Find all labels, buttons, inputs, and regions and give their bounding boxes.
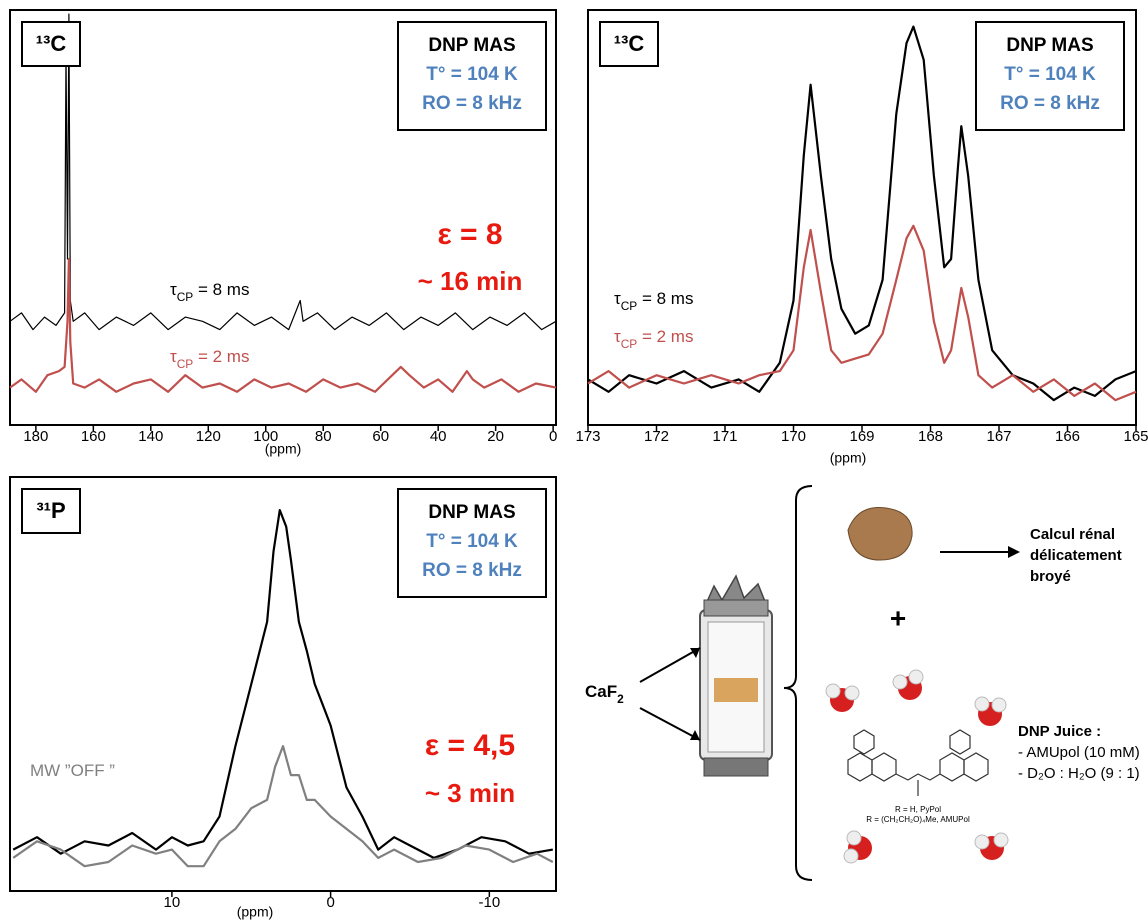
spectrum	[587, 224, 1137, 402]
juice-text: - AMUpol (10 mM)	[1018, 744, 1140, 761]
info-text: DNP MAS	[428, 35, 515, 56]
x-axis-label: (ppm)	[237, 904, 274, 920]
x-tick-label: 0	[326, 894, 334, 911]
stone-label: Calcul rénal	[1030, 526, 1115, 543]
x-tick-label: 170	[781, 428, 806, 445]
spectrum	[12, 745, 554, 868]
series-label: MW ”OFF ”	[30, 761, 115, 780]
enhancement: ε = 4,5	[425, 729, 515, 762]
series-label: τCP = 8 ms	[170, 280, 249, 304]
x-tick-label: 160	[81, 428, 106, 445]
info-text: T° = 104 K	[1004, 64, 1096, 85]
series-label: τCP = 2 ms	[170, 347, 249, 371]
text-part: MW ”OFF ”	[30, 761, 115, 780]
juice-text: - D₂O : H₂O (9 : 1)	[1018, 765, 1140, 782]
subscript: CP	[621, 299, 638, 313]
arrow	[639, 707, 701, 741]
nucleus-label: ¹³C	[36, 31, 67, 56]
x-tick-label: 10	[164, 894, 181, 911]
x-tick-label: 172	[644, 428, 669, 445]
x-tick-label: 166	[1055, 428, 1080, 445]
x-tick-label: -10	[478, 894, 500, 911]
x-tick-label: 167	[986, 428, 1011, 445]
nucleus-box	[599, 21, 659, 67]
plot-frame	[9, 476, 557, 892]
x-axis-label: (ppm)	[265, 441, 302, 457]
plus: +	[890, 602, 906, 633]
info-box	[397, 488, 547, 598]
x-tick-label: 20	[487, 428, 504, 445]
diagram	[639, 485, 1020, 881]
text-part: τ	[170, 347, 177, 366]
info-text: RO = 8 kHz	[1000, 93, 1100, 114]
nucleus-box	[21, 21, 81, 67]
acquisition-time: ~ 3 min	[425, 778, 515, 808]
x-tick-label: 140	[138, 428, 163, 445]
x-tick-label: 169	[849, 428, 874, 445]
spectrum	[9, 13, 557, 331]
x-tick-label: 0	[549, 428, 557, 445]
text-part: = 8 ms	[193, 280, 249, 299]
arrow	[639, 647, 701, 683]
x-tick-label: 40	[430, 428, 447, 445]
subscript: CP	[621, 337, 638, 351]
plot-frame	[9, 9, 557, 426]
molecule-label: R = H, PyPol	[895, 805, 941, 814]
text-part: = 2 ms	[637, 327, 693, 346]
info-text: RO = 8 kHz	[422, 560, 522, 581]
stone	[847, 506, 913, 561]
x-tick-label: 171	[712, 428, 737, 445]
stone-label: délicatement	[1030, 547, 1122, 564]
text-part: τ	[614, 327, 621, 346]
spectrum	[12, 509, 553, 859]
x-tick-label: 173	[575, 428, 600, 445]
x-tick-label: 180	[23, 428, 48, 445]
series-label: τCP = 2 ms	[614, 327, 693, 351]
x-tick-label: 168	[918, 428, 943, 445]
x-tick-label: 100	[253, 428, 278, 445]
x-tick-label: 80	[315, 428, 332, 445]
info-text: DNP MAS	[1006, 35, 1093, 56]
text-part: = 8 ms	[637, 289, 693, 308]
acquisition-time: ~ 16 min	[418, 266, 523, 296]
info-box	[397, 21, 547, 131]
enhancement: ε = 8	[437, 218, 502, 251]
spectrum	[9, 257, 557, 393]
x-axis-label: (ppm)	[830, 450, 867, 466]
caf2-label: CaF2	[585, 682, 624, 706]
molecule-label: R = (CH₂CH₂O)₄Me, AMUPol	[866, 815, 970, 824]
info-text: DNP MAS	[428, 502, 515, 523]
molecule	[847, 729, 989, 796]
stone-label: broyé	[1030, 568, 1071, 585]
x-tick-label: 60	[372, 428, 389, 445]
series-label: τCP = 8 ms	[614, 289, 693, 313]
rotor	[699, 574, 773, 777]
text-part: CaF	[585, 682, 617, 701]
subscript: 2	[617, 692, 624, 706]
text-part: = 2 ms	[193, 347, 249, 366]
x-tick-label: 120	[196, 428, 221, 445]
info-text: T° = 104 K	[426, 64, 518, 85]
water-molecules	[825, 669, 1009, 864]
nucleus-label: ³¹P	[36, 498, 65, 523]
text-part: τ	[614, 289, 621, 308]
info-box	[975, 21, 1125, 131]
subscript: CP	[177, 357, 194, 371]
brace	[783, 485, 813, 881]
nucleus-label: ¹³C	[614, 31, 645, 56]
subscript: CP	[177, 290, 194, 304]
info-text: T° = 104 K	[426, 531, 518, 552]
info-text: RO = 8 kHz	[422, 93, 522, 114]
x-tick-label: 165	[1123, 428, 1148, 445]
text-part: τ	[170, 280, 177, 299]
juice-text: DNP Juice :	[1018, 723, 1101, 740]
nucleus-box	[21, 488, 81, 534]
